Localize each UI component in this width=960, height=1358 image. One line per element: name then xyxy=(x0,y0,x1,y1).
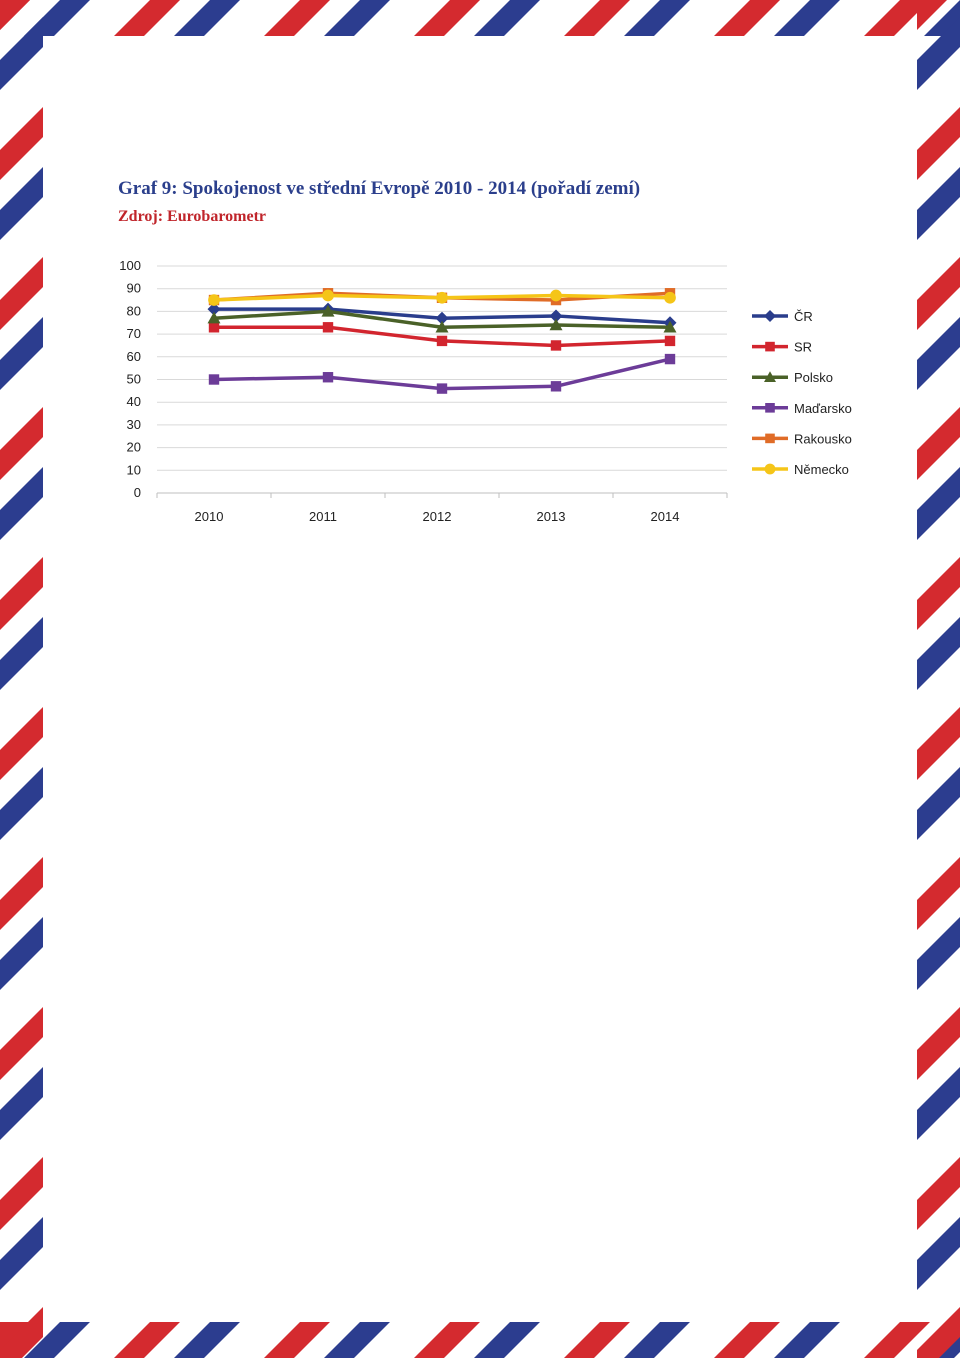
y-tick-label: 80 xyxy=(127,303,141,318)
x-tick-label: 2011 xyxy=(309,509,337,524)
series-6 xyxy=(208,289,676,306)
x-tick-label: 2014 xyxy=(651,509,680,524)
data-point xyxy=(322,289,334,302)
y-tick-label: 60 xyxy=(127,349,141,364)
legend-marker xyxy=(764,463,776,475)
data-point xyxy=(436,291,448,304)
x-tick-label: 2012 xyxy=(423,509,452,524)
airmail-border-right xyxy=(917,0,960,1358)
series-2 xyxy=(208,322,676,351)
legend-label: Rakousko xyxy=(794,431,852,446)
legend-marker xyxy=(765,403,775,413)
y-tick-label: 100 xyxy=(119,258,141,273)
data-point xyxy=(208,294,220,306)
data-point xyxy=(208,374,220,385)
data-point xyxy=(550,289,562,302)
data-point xyxy=(549,309,563,323)
data-point xyxy=(550,381,562,392)
series-3 xyxy=(207,304,677,333)
data-point xyxy=(436,383,448,394)
legend-entry: Maďarsko xyxy=(752,401,852,416)
legend-entry: ČR xyxy=(752,309,813,324)
data-point xyxy=(664,353,676,365)
airmail-border-top xyxy=(0,0,960,36)
y-tick-label: 70 xyxy=(127,326,141,341)
legend-label: ČR xyxy=(794,309,813,324)
airmail-border-bottom xyxy=(0,1322,960,1358)
series-4 xyxy=(208,353,676,394)
y-tick-label: 20 xyxy=(127,440,141,455)
data-point xyxy=(435,320,449,333)
data-point xyxy=(322,322,334,333)
data-point xyxy=(208,322,220,333)
y-tick-label: 50 xyxy=(127,372,141,387)
airmail-border-left xyxy=(0,0,43,1358)
legend-entry: Rakousko xyxy=(752,431,852,446)
y-tick-label: 30 xyxy=(127,417,141,432)
page-area xyxy=(43,36,917,1322)
data-point xyxy=(321,304,335,317)
chart-source: Zdroj: Eurobarometr xyxy=(118,208,266,225)
y-tick-label: 90 xyxy=(127,281,141,296)
x-tick-label: 2010 xyxy=(195,509,224,524)
y-tick-label: 0 xyxy=(134,485,141,500)
y-tick-label: 40 xyxy=(127,394,141,409)
data-point xyxy=(550,340,562,351)
data-point xyxy=(664,335,676,347)
legend-marker xyxy=(764,310,776,322)
data-point xyxy=(663,320,677,333)
data-point xyxy=(664,291,676,304)
legend-label: Polsko xyxy=(794,370,833,385)
series-1 xyxy=(207,302,677,330)
legend-label: Maďarsko xyxy=(794,401,852,416)
legend-marker xyxy=(765,341,775,352)
y-tick-label: 10 xyxy=(127,462,141,477)
legend-entry: SR xyxy=(752,340,812,355)
data-point xyxy=(435,311,449,325)
line-chart: 0 10 20 30 40 50 60 70 80 90 100 2010 2011 2012 2013 20… xyxy=(119,258,852,524)
data-point xyxy=(436,335,448,347)
data-point xyxy=(207,302,221,316)
legend-label: Německo xyxy=(794,462,849,477)
legend-entry: Německo xyxy=(752,462,849,477)
x-tick-label: 2013 xyxy=(537,509,566,524)
data-point xyxy=(322,372,334,383)
legend-label: SR xyxy=(794,340,812,355)
chart-title: Graf 9: Spokojenost ve střední Evropě 20… xyxy=(118,178,641,199)
legend-entry: Polsko xyxy=(752,370,833,385)
legend-marker xyxy=(764,371,776,382)
data-point xyxy=(207,311,221,324)
legend-marker xyxy=(765,433,775,444)
data-point xyxy=(549,318,563,331)
